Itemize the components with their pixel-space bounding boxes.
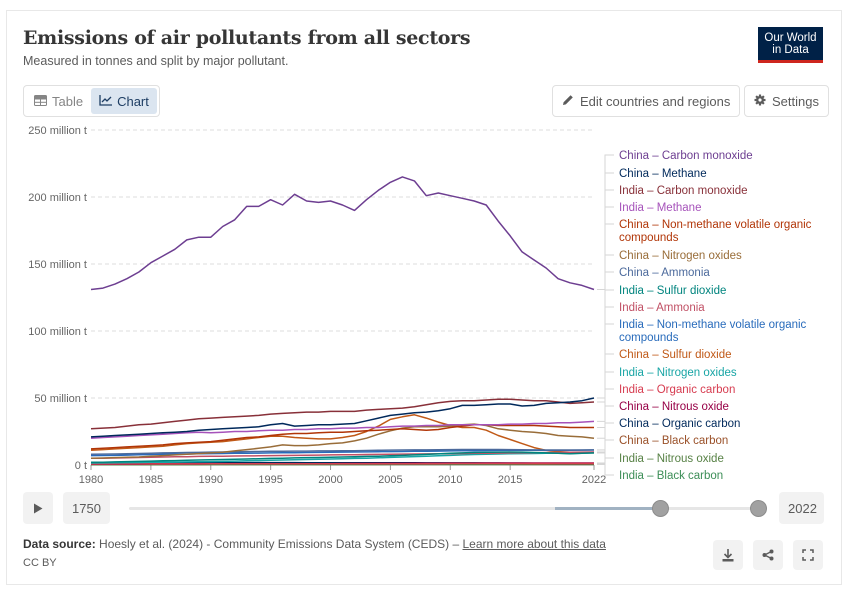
settings-button[interactable]: Settings <box>744 85 829 117</box>
fullscreen-icon <box>802 549 814 561</box>
legend-item[interactable]: China – Ammonia <box>619 267 710 279</box>
series-line[interactable] <box>90 451 595 464</box>
play-button[interactable] <box>23 492 53 524</box>
chart-title: Emissions of air pollutants from all sec… <box>23 27 471 49</box>
owid-logo[interactable]: Our World in Data <box>758 27 823 63</box>
source-text: Hoesly et al. (2024) - Community Emissio… <box>99 537 463 551</box>
view-tabs: Table Chart <box>23 85 160 117</box>
tab-table-label: Table <box>52 93 84 109</box>
legend-item[interactable]: India – Nitrogen oxides <box>619 367 737 379</box>
y-tick-label: 100 million t <box>28 326 87 338</box>
series-line[interactable] <box>90 448 595 456</box>
series-line[interactable] <box>90 398 595 430</box>
series-lines <box>90 176 595 466</box>
tab-chart-label: Chart <box>117 93 149 109</box>
x-tick-label: 2015 <box>498 474 522 486</box>
tab-table[interactable]: Table <box>26 88 91 114</box>
x-axis-labels: 1980 1985 1990 1995 2000 2005 2010 2015 2022 <box>79 465 606 486</box>
y-tick-label: 50 million t <box>34 393 87 405</box>
timeline-end-handle[interactable] <box>750 500 767 517</box>
timeline-start-year[interactable]: 1750 <box>63 492 110 524</box>
chart-subtitle: Measured in tonnes and split by major po… <box>23 54 289 68</box>
series-line[interactable] <box>90 420 595 439</box>
fullscreen-button[interactable] <box>793 540 823 570</box>
legend-item[interactable]: China – Nitrogen oxides <box>619 250 742 262</box>
y-tick-label: 250 million t <box>28 125 87 137</box>
play-icon <box>34 503 43 513</box>
timeline-start-handle[interactable] <box>652 500 669 517</box>
y-tick-label: 150 million t <box>28 259 87 271</box>
legend-item[interactable]: China – Organic carbon <box>619 418 740 430</box>
series-line[interactable] <box>90 424 594 450</box>
timeline-selected-range <box>555 507 653 510</box>
legend-item[interactable]: China – Black carbon <box>619 435 728 447</box>
line-chart-icon <box>99 94 113 109</box>
logo-line-2: in Data <box>772 44 809 56</box>
timeline-track[interactable] <box>129 507 759 510</box>
legend-item[interactable]: India – Sulfur dioxide <box>619 285 726 297</box>
source-label: Data source: <box>23 537 96 551</box>
x-tick-label: 1990 <box>199 474 223 486</box>
legend-item[interactable]: China – Sulfur dioxide <box>619 349 732 361</box>
series-line[interactable] <box>90 452 595 464</box>
legend-item[interactable]: India – Non-methane volatile organic comp… <box>619 319 807 344</box>
license[interactable]: CC BY <box>23 557 57 569</box>
legend-item[interactable]: India – Organic carbon <box>619 384 735 396</box>
y-tick-label: 200 million t <box>28 192 87 204</box>
table-icon <box>34 94 47 109</box>
pencil-icon <box>562 94 574 109</box>
legend-item[interactable]: India – Methane <box>619 202 701 214</box>
x-tick-label: 2000 <box>318 474 342 486</box>
share-button[interactable] <box>753 540 783 570</box>
line-chart: 0 t 50 million t 100 million t 150 million … <box>28 125 812 486</box>
legend-item[interactable]: China – Non-methane volatile organic comp… <box>619 219 812 244</box>
timeline-end-year[interactable]: 2022 <box>779 492 824 524</box>
edit-countries-button[interactable]: Edit countries and regions <box>552 85 741 117</box>
gear-icon <box>754 94 766 109</box>
share-icon <box>762 549 774 561</box>
series-line[interactable] <box>90 176 595 291</box>
x-tick-label: 1995 <box>258 474 282 486</box>
legend-item[interactable]: China – Carbon monoxide <box>619 150 753 162</box>
x-tick-label: 2022 <box>582 474 606 486</box>
learn-more-link[interactable]: Learn more about this data <box>462 537 606 551</box>
x-tick-label: 1985 <box>139 474 163 486</box>
logo-line-1: Our World <box>764 32 817 44</box>
series-line[interactable] <box>90 414 595 454</box>
legend-connector <box>597 463 614 476</box>
legend-item[interactable]: India – Ammonia <box>619 302 705 314</box>
legend-item[interactable]: India – Nitrous oxide <box>619 453 724 465</box>
series-line[interactable] <box>90 397 595 438</box>
x-tick-label: 2010 <box>438 474 462 486</box>
legend-item[interactable]: India – Carbon monoxide <box>619 185 748 197</box>
x-tick-label: 2005 <box>378 474 402 486</box>
legend-item[interactable]: China – Methane <box>619 168 707 180</box>
series-line[interactable] <box>90 451 595 460</box>
tab-chart[interactable]: Chart <box>91 88 157 114</box>
edit-countries-label: Edit countries and regions <box>580 93 731 109</box>
legend-connectors <box>597 154 614 476</box>
download-button[interactable] <box>713 540 743 570</box>
grid-lines <box>91 129 594 466</box>
download-icon <box>722 548 734 561</box>
y-tick-label: 0 t <box>75 460 87 472</box>
series-line[interactable] <box>90 423 595 460</box>
y-axis-labels: 0 t 50 million t 100 million t 150 million … <box>28 125 87 472</box>
timeline: 1750 2022 <box>23 492 824 524</box>
legend-item[interactable]: India – Black carbon <box>619 470 723 482</box>
legend-item[interactable]: China – Nitrous oxide <box>619 401 729 413</box>
x-tick-label: 1980 <box>79 474 103 486</box>
settings-label: Settings <box>772 93 819 109</box>
data-source: Data source: Hoesly et al. (2024) - Comm… <box>23 537 606 551</box>
legend: China – Carbon monoxide China – Methane In… <box>619 150 812 482</box>
